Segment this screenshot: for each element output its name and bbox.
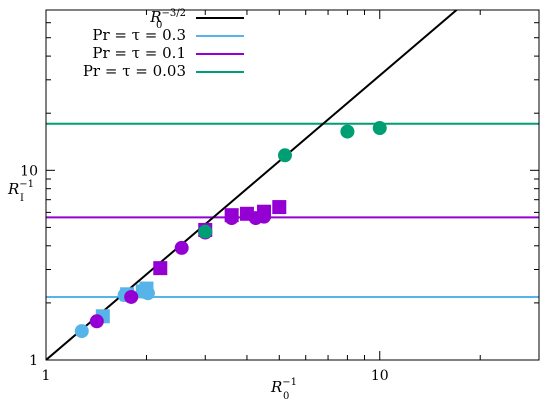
circle-point-2-2	[340, 124, 355, 139]
circle-point-1-0	[89, 314, 104, 329]
circle-point-2-1	[277, 148, 292, 163]
x-axis-label: R−1 0	[270, 377, 297, 402]
y-axis-label: R−1 I	[7, 179, 34, 204]
x-tick-label-1: 10	[371, 368, 389, 384]
legend-ref-sup: −3/2	[162, 8, 186, 19]
legend-label-0.03: Pr = τ = 0.03	[83, 62, 186, 80]
y-tick-label-1: 10	[20, 163, 38, 179]
circle-point-1-2	[174, 240, 189, 255]
circle-point-0-3	[140, 286, 155, 301]
legend-ref-main: R	[149, 8, 161, 26]
circle-point-2-3	[372, 121, 387, 136]
square-point-1-0	[153, 261, 168, 276]
legend-label-0.1: Pr = τ = 0.1	[92, 44, 186, 62]
circle-point-2-0	[198, 224, 213, 239]
circle-point-1-4	[224, 211, 239, 226]
circle-point-1-6	[257, 209, 272, 224]
y-tick-label-0: 1	[29, 353, 38, 369]
plot-frame	[45, 9, 540, 361]
legend: R−3/2 0 Pr = τ = 0.3 Pr = τ = 0.1 Pr = τ …	[83, 8, 244, 80]
circle-point-0-0	[74, 324, 89, 339]
data-points	[74, 121, 387, 339]
legend-ref-label: R−3/2 0	[149, 8, 186, 31]
legend-ref-sub: 0	[156, 20, 162, 31]
legend-label-0.3: Pr = τ = 0.3	[92, 26, 186, 44]
axis-ticks: 1 10 1 10	[20, 9, 540, 384]
circle-point-1-1	[124, 289, 139, 304]
x-tick-label-0: 1	[42, 368, 51, 384]
square-point-1-5	[272, 200, 287, 215]
